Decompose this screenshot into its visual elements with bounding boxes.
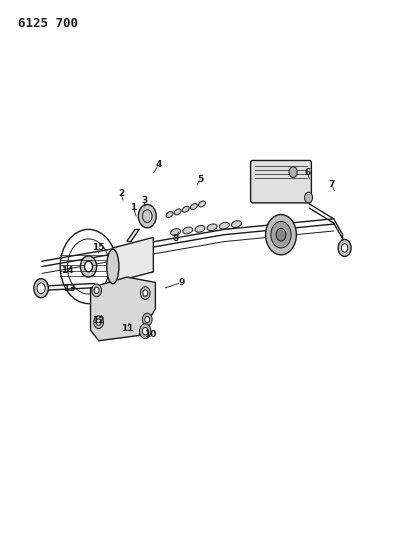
Circle shape [276, 228, 286, 241]
Circle shape [140, 287, 150, 300]
Circle shape [94, 316, 104, 328]
Text: 15: 15 [91, 244, 104, 253]
Text: 11: 11 [121, 324, 133, 333]
Ellipse shape [171, 229, 181, 236]
Circle shape [338, 239, 351, 256]
Text: 2: 2 [118, 189, 124, 198]
Circle shape [271, 221, 291, 248]
Ellipse shape [231, 221, 242, 228]
Ellipse shape [219, 222, 229, 229]
Circle shape [84, 261, 93, 272]
Ellipse shape [174, 209, 181, 215]
Ellipse shape [107, 249, 119, 284]
Text: 6125 700: 6125 700 [18, 17, 78, 30]
Circle shape [289, 167, 297, 177]
Circle shape [304, 192, 313, 203]
Ellipse shape [191, 204, 197, 209]
Polygon shape [113, 237, 153, 282]
Circle shape [94, 287, 99, 294]
Circle shape [341, 244, 348, 252]
Polygon shape [91, 277, 155, 341]
FancyBboxPatch shape [251, 160, 311, 203]
Text: 4: 4 [155, 160, 162, 169]
Circle shape [266, 215, 296, 255]
Circle shape [96, 319, 101, 325]
Ellipse shape [198, 201, 206, 207]
Text: 6: 6 [304, 167, 310, 176]
Ellipse shape [183, 227, 193, 234]
Circle shape [80, 256, 97, 277]
Circle shape [92, 284, 102, 297]
Circle shape [143, 290, 148, 296]
Ellipse shape [182, 206, 189, 212]
Text: 10: 10 [144, 330, 157, 339]
Text: 12: 12 [92, 316, 105, 325]
Circle shape [145, 317, 150, 322]
Ellipse shape [195, 225, 205, 232]
Circle shape [142, 313, 152, 326]
Circle shape [37, 283, 45, 294]
Text: 5: 5 [197, 174, 203, 183]
Ellipse shape [166, 212, 173, 217]
Ellipse shape [207, 224, 217, 231]
Text: 13: 13 [63, 284, 76, 293]
Text: 14: 14 [61, 266, 73, 275]
Text: 8: 8 [173, 234, 179, 243]
Text: 1: 1 [130, 203, 136, 212]
Circle shape [34, 279, 49, 298]
Text: 7: 7 [328, 180, 335, 189]
Text: 3: 3 [141, 196, 147, 205]
Circle shape [140, 324, 151, 338]
Circle shape [138, 205, 156, 228]
Circle shape [142, 327, 148, 335]
Text: 9: 9 [179, 278, 185, 287]
